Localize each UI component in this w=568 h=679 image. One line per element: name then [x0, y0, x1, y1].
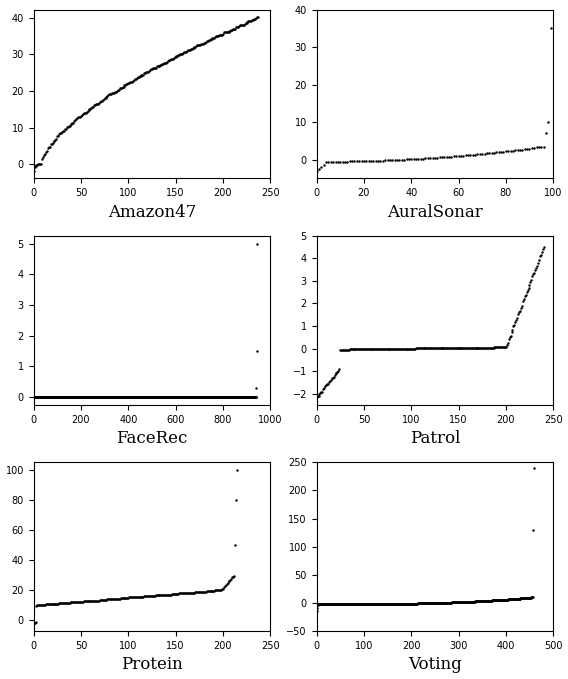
X-axis label: FaceRec: FaceRec — [116, 430, 187, 447]
X-axis label: Voting: Voting — [408, 657, 462, 674]
X-axis label: Amazon47: Amazon47 — [108, 204, 196, 221]
X-axis label: AuralSonar: AuralSonar — [387, 204, 483, 221]
X-axis label: Patrol: Patrol — [410, 430, 460, 447]
X-axis label: Protein: Protein — [121, 657, 183, 674]
